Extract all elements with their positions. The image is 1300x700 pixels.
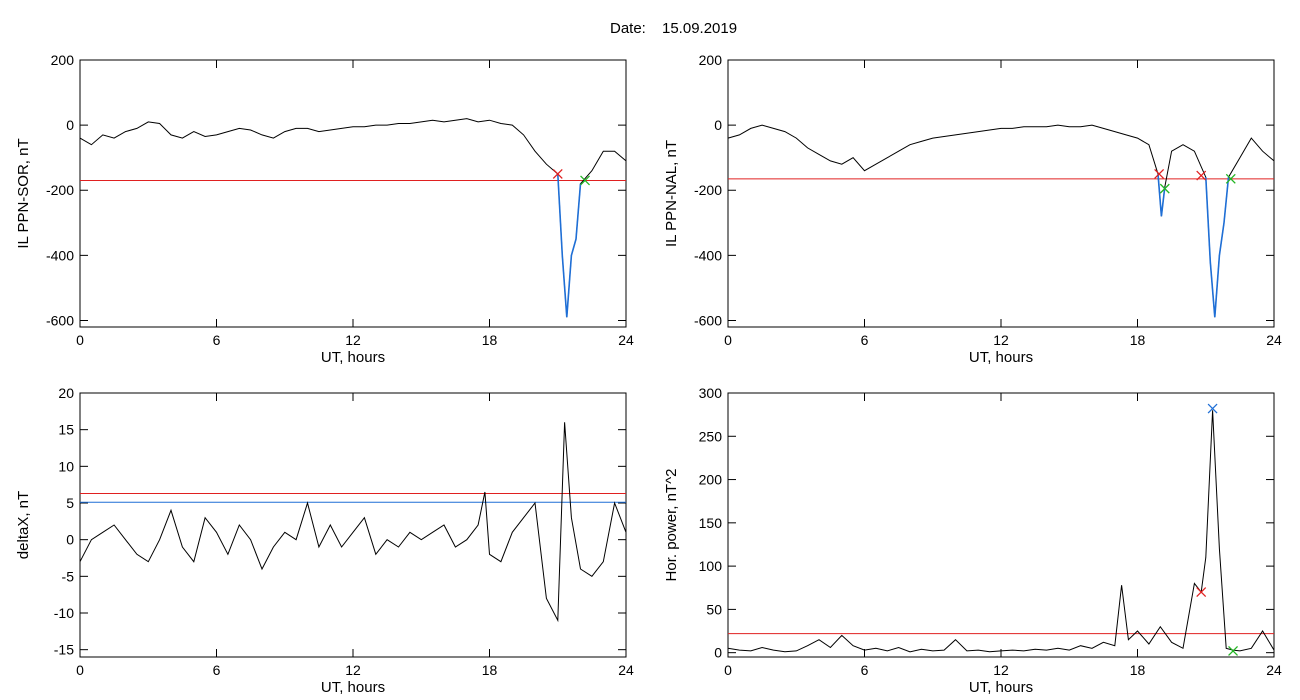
marker-stroke <box>1196 170 1207 181</box>
x-tick-label: 24 <box>1266 662 1282 678</box>
figure-title-date: 15.09.2019 <box>662 20 737 37</box>
event-segment-line <box>1157 173 1166 217</box>
x-tick-label: 6 <box>213 332 221 348</box>
x-tick-label: 18 <box>482 332 498 348</box>
event-marker <box>1225 173 1236 184</box>
y-tick-label: 100 <box>699 558 723 574</box>
y-tick-label: -600 <box>46 312 74 328</box>
y-tick-label: 300 <box>699 385 723 401</box>
panel-deltax: 0 6 12 18 24 20 15 10 5 0 -5 -10 -15 UT, hours deltaX,… <box>15 385 634 696</box>
x-tick-label: 24 <box>618 662 634 678</box>
event-marker <box>1196 170 1207 181</box>
plot-frame <box>727 59 1275 328</box>
x-tick-label: 24 <box>1266 332 1282 348</box>
y-tick-label: 0 <box>66 117 74 133</box>
y-tick-label: 200 <box>699 52 723 68</box>
event-marker <box>580 175 591 186</box>
marker-stroke <box>552 169 563 179</box>
y-tick-label: 200 <box>699 472 723 488</box>
panel-hor-power: 0 6 12 18 24 300 250 200 150 100 50 0 UT, hours Hor. … <box>663 385 1282 696</box>
x-tick-label: 12 <box>993 662 1009 678</box>
series-line <box>79 118 627 318</box>
figure-title-label: Date: <box>610 20 646 37</box>
y-tick-label: 20 <box>58 385 74 401</box>
panel-ppn-nal: 0 6 12 18 24 200 0 -200 -400 -600 UT, hours IL PPN-… <box>663 52 1282 366</box>
x-tick-label: 18 <box>1130 662 1146 678</box>
marker-stroke <box>580 175 591 186</box>
y-tick-label: -600 <box>694 312 722 328</box>
marker-stroke <box>1159 183 1170 194</box>
event-marker <box>1207 403 1218 414</box>
series-line <box>79 422 627 623</box>
series-line <box>727 124 1275 318</box>
x-tick-label: 0 <box>724 662 732 678</box>
event-segment-line <box>557 173 582 318</box>
x-axis-label: UT, hours <box>969 679 1033 696</box>
x-tick-label: 0 <box>76 662 84 678</box>
y-axis-label: IL PPN-NAL, nT <box>663 140 680 247</box>
y-tick-label: 50 <box>706 601 722 617</box>
x-axis-label: UT, hours <box>969 349 1033 366</box>
y-tick-label: 150 <box>699 515 723 531</box>
y-tick-label: 250 <box>699 428 723 444</box>
x-tick-label: 12 <box>345 662 361 678</box>
panel-ppn-sor: 0 6 12 18 24 200 0 -200 -400 -600 UT, hours IL PPN-… <box>15 52 634 366</box>
event-marker <box>1196 587 1207 598</box>
y-tick-label: 15 <box>58 422 74 438</box>
y-axis-label: IL PPN-SOR, nT <box>15 138 32 248</box>
series-line <box>727 410 1275 653</box>
x-tick-label: 0 <box>76 332 84 348</box>
event-marker <box>1228 645 1239 656</box>
plot-frame <box>79 59 627 328</box>
y-tick-label: -200 <box>694 182 722 198</box>
x-tick-label: 0 <box>724 332 732 348</box>
event-marker <box>552 169 563 179</box>
x-tick-label: 12 <box>345 332 361 348</box>
y-tick-label: -10 <box>54 605 74 621</box>
plot-frame <box>727 392 1275 658</box>
y-axis-label: deltaX, nT <box>15 491 32 559</box>
event-segment-line <box>1205 177 1230 318</box>
x-tick-label: 24 <box>618 332 634 348</box>
plot-frame <box>79 392 627 658</box>
x-tick-label: 18 <box>482 662 498 678</box>
y-tick-label: 0 <box>66 532 74 548</box>
y-tick-label: -200 <box>46 182 74 198</box>
y-tick-label: 0 <box>714 117 722 133</box>
marker-stroke <box>1228 645 1239 656</box>
x-tick-label: 6 <box>861 662 869 678</box>
marker-stroke <box>1207 403 1218 414</box>
x-tick-label: 18 <box>1130 332 1146 348</box>
x-tick-label: 12 <box>993 332 1009 348</box>
y-tick-label: -15 <box>54 642 74 658</box>
event-marker <box>1159 183 1170 194</box>
event-marker <box>1154 169 1165 179</box>
marker-stroke <box>1225 173 1236 184</box>
y-tick-label: -400 <box>694 247 722 263</box>
x-axis-label: UT, hours <box>321 349 385 366</box>
x-axis-label: UT, hours <box>321 679 385 696</box>
y-tick-label: -400 <box>46 247 74 263</box>
y-tick-label: 0 <box>714 645 722 661</box>
y-axis-label: Hor. power, nT^2 <box>663 469 680 582</box>
y-tick-label: 200 <box>51 52 75 68</box>
marker-stroke <box>1196 587 1207 598</box>
x-tick-label: 6 <box>213 662 221 678</box>
y-tick-label: -5 <box>62 568 75 584</box>
marker-stroke <box>1154 169 1165 179</box>
y-tick-label: 10 <box>58 458 74 474</box>
y-tick-label: 5 <box>66 495 74 511</box>
x-tick-label: 6 <box>861 332 869 348</box>
